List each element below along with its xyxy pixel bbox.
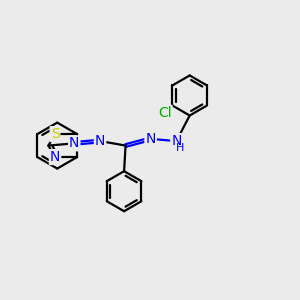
Text: S: S (51, 127, 59, 141)
Text: Cl: Cl (158, 106, 172, 120)
Text: N: N (69, 136, 80, 150)
Text: N: N (171, 134, 182, 148)
Text: H: H (176, 143, 184, 154)
Text: N: N (146, 132, 156, 146)
Text: N: N (50, 150, 60, 164)
Text: N: N (95, 134, 105, 148)
